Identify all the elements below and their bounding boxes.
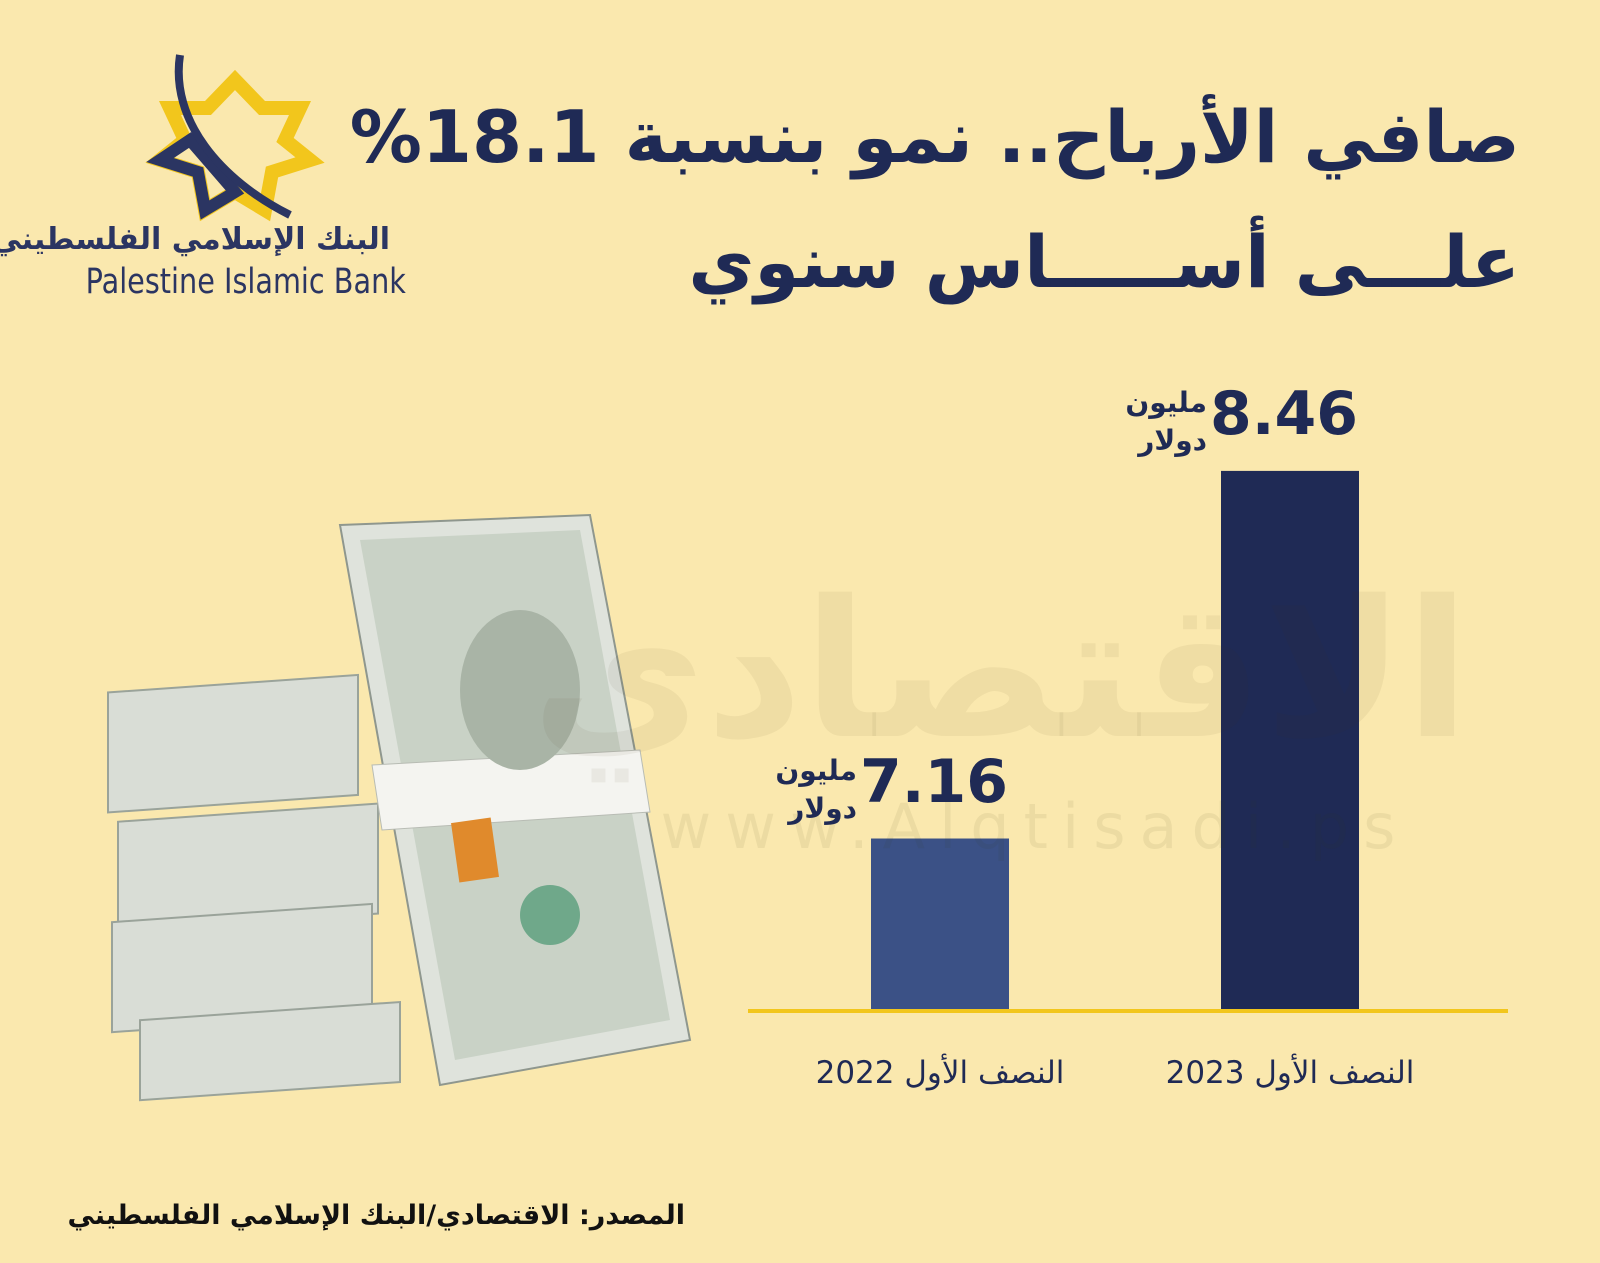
source: المصدر: الاقتصادي/البنك الإسلامي الفلسطي…: [67, 1200, 685, 1231]
watermark-url: www.Alqtisadi.ps: [660, 790, 1410, 863]
value-unit: مليون: [1125, 385, 1207, 419]
x-tick-label: النصف الأول 2022: [815, 1055, 1065, 1091]
value-label: 8.46: [1210, 378, 1359, 449]
watermark-name: الاقتصادي: [531, 560, 1470, 781]
chart-title: علـــى أســـــاس سنوي: [688, 220, 1520, 304]
value-unit: دولار: [788, 791, 857, 825]
money-illustration: [107, 513, 692, 1102]
chart-title: صافي الأرباح.. نمو بنسبة 18.1%: [349, 95, 1520, 179]
logo-english: Palestine Islamic Bank: [85, 262, 406, 302]
logo-arabic: البنك الإسلامي الفلسطيني: [0, 222, 390, 257]
value-label: 7.16: [860, 746, 1009, 817]
x-tick-label: النصف الأول 2023: [1165, 1055, 1415, 1091]
bar: [871, 838, 1009, 1011]
value-unit: دولار: [1138, 423, 1207, 457]
value-unit: مليون: [775, 753, 857, 787]
logo-mark: [145, 54, 325, 222]
bar: [1221, 470, 1359, 1011]
